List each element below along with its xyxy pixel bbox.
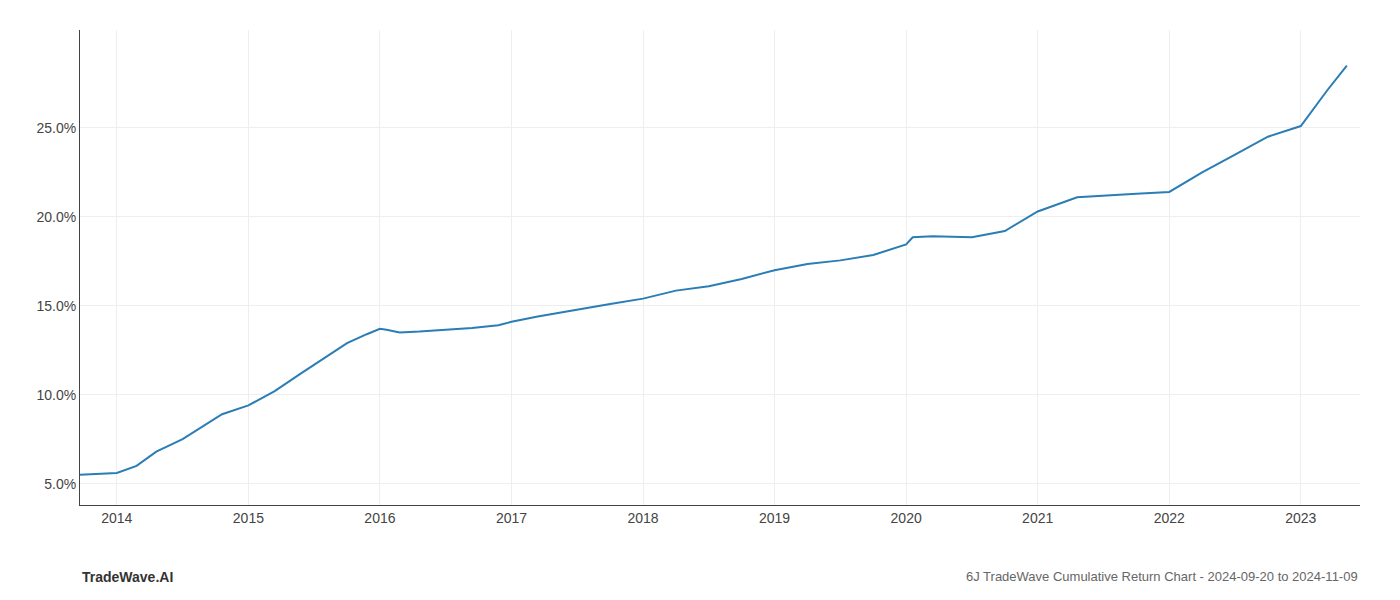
svg-text:2017: 2017 xyxy=(496,510,527,526)
svg-text:2023: 2023 xyxy=(1285,510,1316,526)
svg-text:2021: 2021 xyxy=(1022,510,1053,526)
svg-text:2020: 2020 xyxy=(891,510,922,526)
svg-text:2019: 2019 xyxy=(759,510,790,526)
svg-text:2016: 2016 xyxy=(364,510,395,526)
svg-text:15.0%: 15.0% xyxy=(36,298,76,314)
svg-text:5.0%: 5.0% xyxy=(44,476,76,492)
svg-text:2018: 2018 xyxy=(627,510,658,526)
svg-text:2022: 2022 xyxy=(1154,510,1185,526)
svg-text:2015: 2015 xyxy=(233,510,264,526)
svg-text:6J TradeWave Cumulative Return: 6J TradeWave Cumulative Return Chart - 2… xyxy=(966,569,1358,584)
svg-text:10.0%: 10.0% xyxy=(36,387,76,403)
svg-text:25.0%: 25.0% xyxy=(36,120,76,136)
svg-text:2014: 2014 xyxy=(101,510,132,526)
svg-text:TradeWave.AI: TradeWave.AI xyxy=(82,569,173,585)
svg-text:20.0%: 20.0% xyxy=(36,209,76,225)
